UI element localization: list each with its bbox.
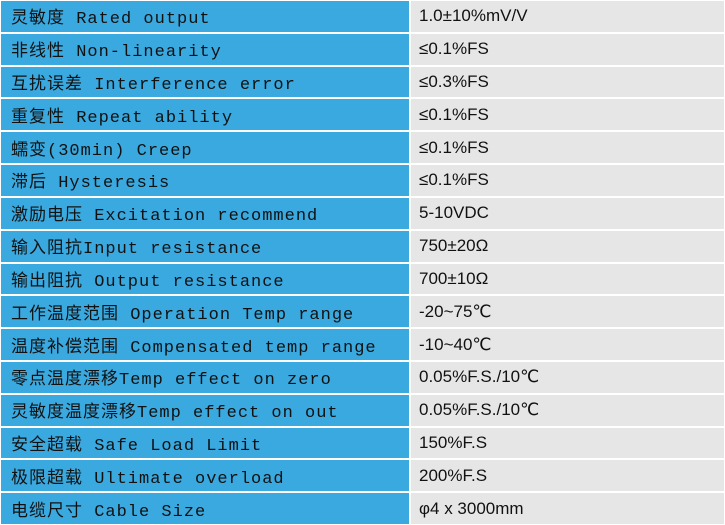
spec-value: 0.05%F.S./10℃ xyxy=(410,360,725,394)
spec-value: ≤0.1%FS xyxy=(410,164,725,197)
spec-value: 0.05%F.S./10℃ xyxy=(410,393,725,427)
spec-value: 750±20Ω xyxy=(410,229,725,263)
spec-label: 温度补偿范围 Compensated temp range xyxy=(0,328,410,361)
spec-label: 电缆尺寸 Cable Size xyxy=(0,492,410,525)
spec-value: ≤0.1%FS xyxy=(410,98,725,132)
spec-label: 滞后 Hysteresis xyxy=(0,164,410,197)
spec-value: ≤0.1%FS xyxy=(410,32,725,66)
spec-value: -20~75℃ xyxy=(410,295,725,329)
spec-value: ≤0.3%FS xyxy=(410,65,725,99)
spec-label: 灵敏度温度漂移Temp effect on out xyxy=(0,393,410,427)
spec-label: 安全超载 Safe Load Limit xyxy=(0,426,410,460)
spec-value: φ4 x 3000mm xyxy=(410,492,725,525)
spec-label: 输出阻抗 Output resistance xyxy=(0,262,410,296)
spec-value: -10~40℃ xyxy=(410,328,725,361)
spec-value: 700±10Ω xyxy=(410,262,725,296)
spec-label: 工作温度范围 Operation Temp range xyxy=(0,295,410,329)
spec-label: 激励电压 Excitation recommend xyxy=(0,196,410,230)
spec-value: 5-10VDC xyxy=(410,196,725,230)
spec-label: 互扰误差 Interference error xyxy=(0,65,410,99)
spec-value: 200%F.S xyxy=(410,459,725,493)
spec-label: 极限超载 Ultimate overload xyxy=(0,459,410,493)
spec-label: 蠕变(30min) Creep xyxy=(0,131,410,165)
spec-label: 零点温度漂移Temp effect on zero xyxy=(0,360,410,394)
spec-label: 输入阻抗Input resistance xyxy=(0,229,410,263)
spec-label: 灵敏度 Rated output xyxy=(0,0,410,33)
spec-value: ≤0.1%FS xyxy=(410,131,725,165)
spec-label: 非线性 Non-linearity xyxy=(0,32,410,66)
spec-value: 1.0±10%mV/V xyxy=(410,0,725,33)
spec-value: 150%F.S xyxy=(410,426,725,460)
spec-label: 重复性 Repeat ability xyxy=(0,98,410,132)
